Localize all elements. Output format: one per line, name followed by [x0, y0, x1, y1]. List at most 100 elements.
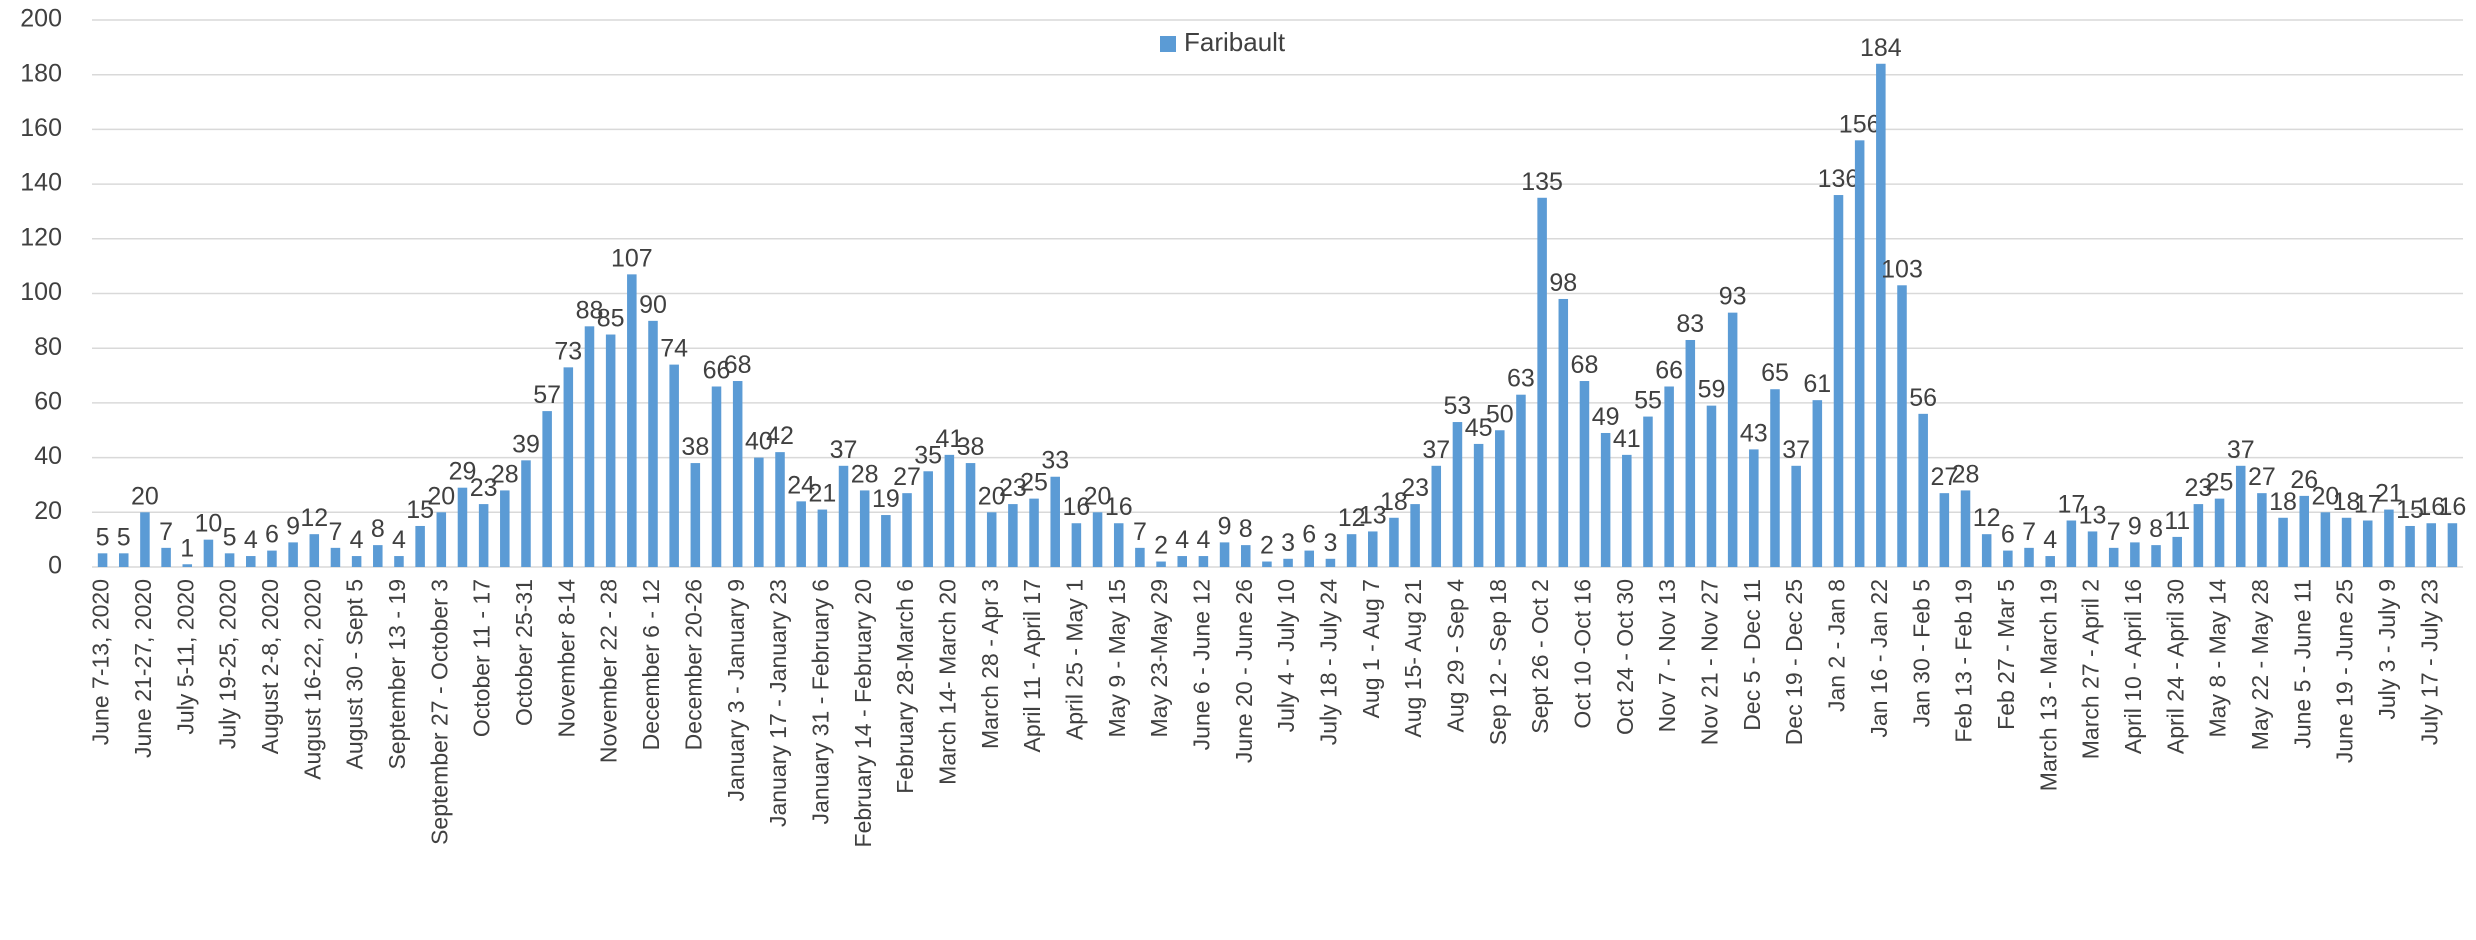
data-label: 2 [1260, 532, 1274, 560]
data-label: 18 [1380, 488, 1408, 516]
data-label: 25 [2206, 469, 2234, 497]
data-label: 8 [1239, 515, 1253, 543]
bar [2108, 547, 2119, 567]
x-tick-label: Feb 13 - Feb 19 [1951, 579, 1977, 743]
data-label: 18 [2269, 488, 2297, 516]
data-label: 37 [1422, 436, 1450, 464]
y-tick-label: 80 [34, 333, 62, 361]
data-label: 68 [1571, 351, 1599, 379]
data-label: 17 [2057, 491, 2085, 519]
x-tick-label: March 27 - April 2 [2078, 579, 2104, 759]
data-label: 65 [1761, 359, 1789, 387]
bar [2405, 525, 2415, 567]
data-label: 20 [427, 482, 455, 510]
bar [373, 545, 383, 567]
bar [1812, 400, 1823, 567]
x-tick-label: December 20-26 [680, 579, 706, 750]
x-tick-label: Sept 26 - Oct 2 [1527, 579, 1553, 734]
bar [838, 465, 849, 567]
bar [986, 512, 997, 567]
bar [500, 490, 510, 567]
data-label: 156 [1839, 110, 1881, 138]
x-tick-label: Feb 27 - Mar 5 [1993, 579, 2019, 730]
data-label: 4 [1196, 526, 1210, 554]
data-label: 13 [1359, 501, 1387, 529]
bar [648, 320, 658, 567]
bar [97, 553, 108, 567]
data-label: 20 [978, 482, 1006, 510]
bar [1558, 298, 1569, 567]
data-label: 74 [660, 335, 688, 363]
data-label: 103 [1881, 255, 1923, 283]
data-label: 68 [724, 351, 752, 379]
x-tick-label: May 8 - May 14 [2205, 579, 2231, 738]
bar [732, 381, 743, 567]
x-tick-label: April 24 - April 30 [2162, 579, 2188, 754]
x-tick-label: Oct 10 -Oct 16 [1570, 579, 1596, 729]
data-label: 16 [2417, 493, 2445, 521]
bar [1791, 465, 1801, 567]
data-label: 63 [1507, 365, 1535, 393]
bar [478, 504, 489, 567]
data-label: 56 [1909, 384, 1937, 412]
data-label: 16 [2439, 493, 2467, 521]
data-label: 20 [131, 482, 159, 510]
bar [1156, 561, 1166, 567]
bar [2299, 495, 2309, 567]
bar [1304, 550, 1315, 567]
x-tick-label: Dec 19 - Dec 25 [1781, 579, 1807, 745]
bar [1579, 381, 1590, 567]
y-tick-label: 160 [20, 114, 62, 142]
data-label: 20 [1084, 482, 1112, 510]
data-label: 43 [1740, 419, 1768, 447]
bar [2426, 523, 2437, 567]
x-tick-label: January 31 - February 6 [807, 579, 833, 824]
data-label: 7 [159, 518, 173, 546]
data-label: 8 [371, 515, 385, 543]
bar [2172, 536, 2182, 567]
x-tick-label: November 22 - 28 [596, 579, 622, 763]
data-label: 23 [470, 474, 498, 502]
x-tick-label: April 10 - April 16 [2120, 579, 2146, 754]
bar [2320, 512, 2331, 567]
bar [1219, 542, 1230, 567]
legend-swatch [1160, 36, 1176, 52]
data-label: 6 [1302, 521, 1316, 549]
data-label: 28 [491, 460, 519, 488]
data-label: 27 [1930, 463, 1958, 491]
data-label: 7 [2107, 518, 2121, 546]
bar [203, 539, 214, 567]
y-tick-label: 200 [20, 5, 62, 33]
data-label: 6 [265, 521, 279, 549]
y-tick-label: 180 [20, 59, 62, 87]
data-label: 7 [1133, 518, 1147, 546]
data-label: 19 [872, 485, 900, 513]
x-tick-label: June 21-27, 2020 [130, 579, 156, 758]
bar [1368, 531, 1378, 567]
bar [2193, 504, 2204, 567]
bar [1473, 443, 1484, 567]
x-tick-label: September 27 - October 3 [426, 579, 452, 845]
data-label: 4 [350, 526, 364, 554]
bar [1431, 465, 1442, 567]
bar [965, 463, 976, 567]
data-label: 18 [2333, 488, 2361, 516]
bar [2278, 517, 2288, 567]
data-label: 15 [406, 496, 434, 524]
x-tick-label: June 6 - June 12 [1188, 579, 1214, 750]
bar [1495, 430, 1505, 567]
x-tick-label: Aug 29 - Sep 4 [1443, 579, 1469, 733]
data-label: 41 [1613, 425, 1641, 453]
data-label: 4 [2043, 526, 2057, 554]
data-label: 38 [957, 433, 985, 461]
x-tick-label: August 16-22, 2020 [299, 579, 325, 780]
bar [2066, 520, 2077, 567]
bar [1516, 394, 1526, 567]
bar [1092, 512, 1103, 567]
x-tick-label: Aug 15- Aug 21 [1400, 579, 1426, 738]
y-tick-label: 0 [48, 552, 62, 580]
x-tick-label: Dec 5 - Dec 11 [1739, 579, 1765, 731]
data-label: 23 [1401, 474, 1429, 502]
data-label: 39 [512, 430, 540, 458]
bar [394, 556, 404, 567]
